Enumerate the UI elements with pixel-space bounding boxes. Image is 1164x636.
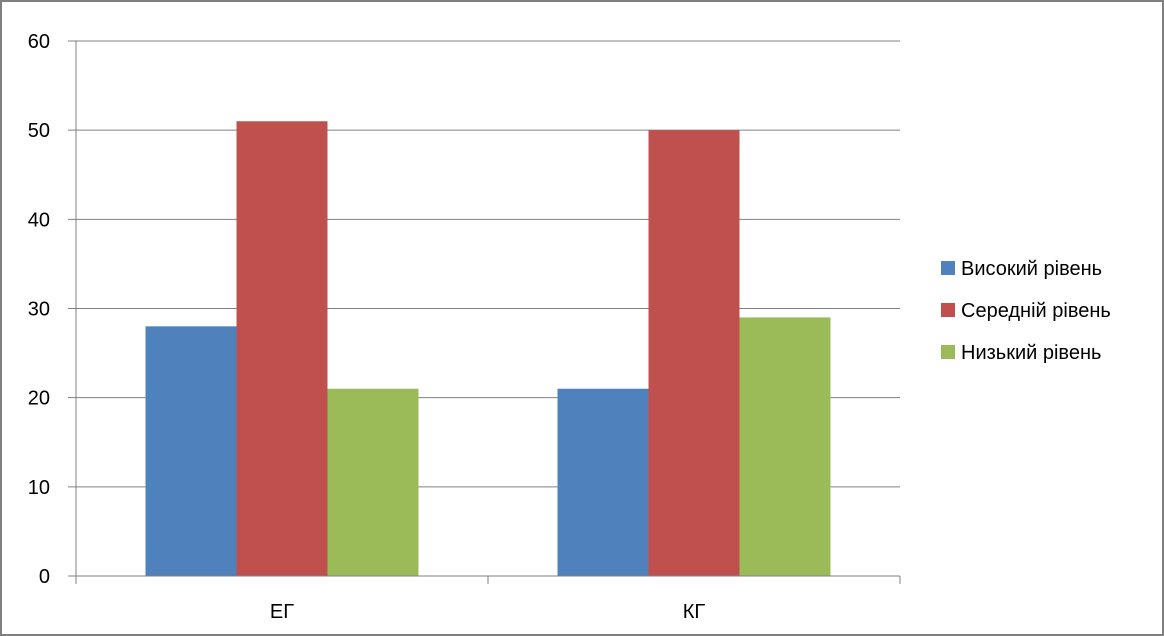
bar-2-2 [648, 130, 740, 576]
y-axis-tick-label: 10 [28, 477, 50, 499]
bar-3-2 [739, 317, 831, 576]
x-axis-tick-label: КГ [683, 601, 706, 623]
y-axis-tick-labels: 0 10 20 30 40 50 60 [28, 31, 50, 588]
legend: Високий рівень Середній рівень Низький рів… [941, 258, 1111, 364]
bar-1-1 [145, 326, 237, 576]
y-axis-tick-label: 30 [28, 299, 50, 321]
legend-swatch [941, 261, 955, 275]
y-axis-tick-label: 0 [39, 566, 50, 588]
axes [75, 41, 901, 584]
legend-label: Середній рівень [961, 300, 1111, 322]
x-axis-tick-labels: ЕГ КГ [270, 601, 705, 623]
y-axis-tick-label: 20 [28, 388, 50, 410]
y-axis-tick-label: 40 [28, 209, 50, 231]
bars [145, 121, 831, 576]
legend-label: Високий рівень [961, 258, 1102, 280]
bar-1-2 [557, 388, 649, 576]
y-axis-tick-label: 50 [28, 120, 50, 142]
x-axis-tick-label: ЕГ [270, 601, 294, 623]
legend-swatch [941, 345, 955, 359]
y-axis-tick-label: 60 [28, 31, 50, 53]
legend-label: Низький рівень [961, 342, 1101, 364]
bar-2-1 [236, 121, 328, 576]
bar-3-1 [327, 388, 419, 576]
legend-swatch [941, 303, 955, 317]
